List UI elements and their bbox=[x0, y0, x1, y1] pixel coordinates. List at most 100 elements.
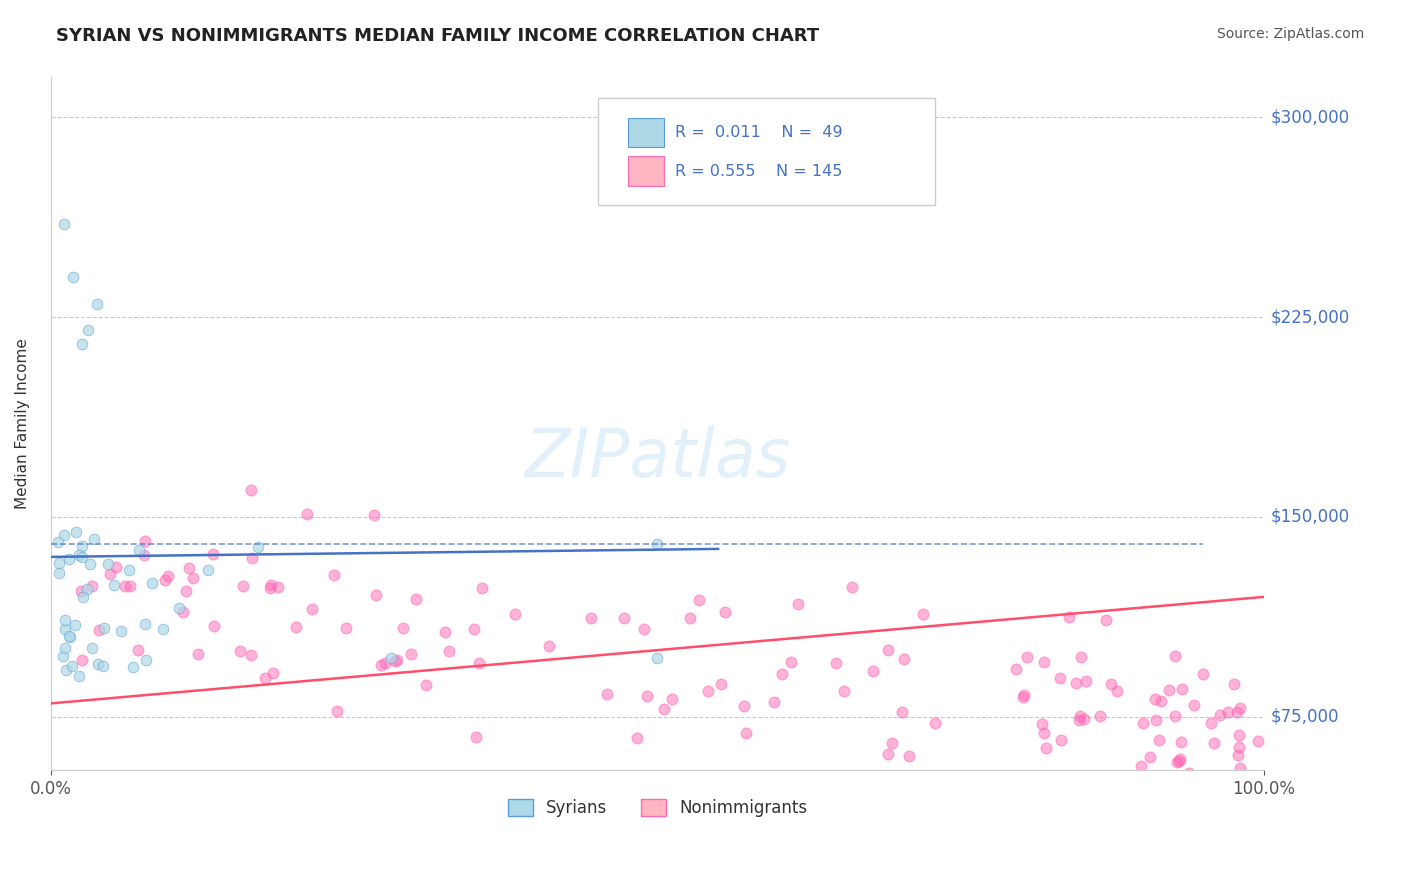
Nonimmigrants bbox=[1170, 772, 1192, 787]
Nonimmigrants bbox=[232, 579, 254, 593]
Nonimmigrants bbox=[1227, 740, 1250, 755]
Nonimmigrants bbox=[1057, 610, 1080, 624]
Nonimmigrants bbox=[392, 621, 415, 635]
Nonimmigrants bbox=[70, 653, 93, 667]
Syrians bbox=[52, 527, 75, 541]
Syrians bbox=[87, 657, 110, 671]
Nonimmigrants bbox=[1017, 649, 1039, 664]
Nonimmigrants bbox=[626, 731, 648, 745]
Nonimmigrants bbox=[824, 656, 846, 670]
Nonimmigrants bbox=[1105, 684, 1128, 698]
Nonimmigrants bbox=[326, 704, 349, 718]
Nonimmigrants bbox=[950, 769, 973, 783]
Nonimmigrants bbox=[696, 684, 718, 698]
Syrians bbox=[59, 630, 82, 644]
Nonimmigrants bbox=[1223, 676, 1246, 690]
Syrians bbox=[48, 556, 70, 570]
Nonimmigrants bbox=[87, 624, 110, 638]
Syrians bbox=[55, 663, 77, 677]
Nonimmigrants bbox=[254, 671, 277, 685]
Nonimmigrants bbox=[1099, 676, 1122, 690]
Syrians bbox=[82, 641, 104, 656]
Nonimmigrants bbox=[1178, 766, 1201, 780]
Nonimmigrants bbox=[1143, 691, 1166, 706]
Nonimmigrants bbox=[1170, 735, 1192, 749]
Nonimmigrants bbox=[202, 548, 225, 562]
Nonimmigrants bbox=[1074, 673, 1097, 688]
Text: ZIPatlas: ZIPatlas bbox=[524, 425, 790, 491]
Nonimmigrants bbox=[1012, 688, 1035, 702]
Syrians bbox=[48, 566, 70, 581]
Nonimmigrants bbox=[172, 605, 194, 619]
Nonimmigrants bbox=[652, 701, 675, 715]
Syrians bbox=[647, 651, 669, 665]
Nonimmigrants bbox=[876, 747, 898, 762]
Nonimmigrants bbox=[1090, 709, 1112, 723]
Syrians bbox=[72, 591, 94, 605]
Nonimmigrants bbox=[157, 569, 180, 583]
Syrians bbox=[103, 578, 125, 592]
Syrians bbox=[53, 613, 76, 627]
Syrians bbox=[53, 622, 76, 636]
Nonimmigrants bbox=[714, 605, 737, 619]
Nonimmigrants bbox=[240, 551, 263, 566]
Syrians bbox=[86, 297, 108, 311]
Nonimmigrants bbox=[613, 611, 636, 625]
Nonimmigrants bbox=[1139, 750, 1161, 764]
Nonimmigrants bbox=[780, 655, 803, 669]
Syrians bbox=[135, 653, 157, 667]
Syrians bbox=[65, 617, 87, 632]
Nonimmigrants bbox=[661, 692, 683, 706]
Nonimmigrants bbox=[733, 699, 755, 714]
Nonimmigrants bbox=[1035, 740, 1057, 755]
Nonimmigrants bbox=[239, 648, 262, 662]
Syrians bbox=[380, 651, 402, 665]
Nonimmigrants bbox=[98, 567, 121, 582]
Syrians bbox=[79, 557, 101, 571]
Nonimmigrants bbox=[104, 560, 127, 574]
Nonimmigrants bbox=[710, 677, 733, 691]
Nonimmigrants bbox=[415, 678, 437, 692]
Nonimmigrants bbox=[832, 684, 855, 698]
Nonimmigrants bbox=[1229, 701, 1251, 715]
Nonimmigrants bbox=[1033, 655, 1056, 669]
Nonimmigrants bbox=[787, 597, 810, 611]
Nonimmigrants bbox=[1204, 736, 1226, 750]
Nonimmigrants bbox=[202, 619, 225, 633]
Nonimmigrants bbox=[384, 654, 406, 668]
Syrians bbox=[134, 617, 156, 632]
Nonimmigrants bbox=[1144, 713, 1167, 727]
Nonimmigrants bbox=[181, 570, 204, 584]
Text: R = 0.555    N = 145: R = 0.555 N = 145 bbox=[675, 164, 842, 178]
Nonimmigrants bbox=[127, 643, 149, 657]
Nonimmigrants bbox=[636, 690, 658, 704]
Nonimmigrants bbox=[679, 611, 702, 625]
Nonimmigrants bbox=[770, 666, 793, 681]
Nonimmigrants bbox=[259, 581, 281, 595]
Nonimmigrants bbox=[1150, 694, 1173, 708]
Nonimmigrants bbox=[187, 647, 209, 661]
Nonimmigrants bbox=[370, 658, 392, 673]
Nonimmigrants bbox=[893, 652, 915, 666]
Syrians bbox=[67, 669, 90, 683]
Syrians bbox=[152, 622, 174, 636]
Nonimmigrants bbox=[1163, 709, 1185, 723]
Nonimmigrants bbox=[877, 642, 900, 657]
Nonimmigrants bbox=[728, 822, 751, 837]
Nonimmigrants bbox=[1166, 755, 1188, 769]
Syrians bbox=[121, 660, 143, 674]
Nonimmigrants bbox=[1227, 728, 1250, 742]
Nonimmigrants bbox=[1095, 613, 1118, 627]
Nonimmigrants bbox=[1226, 705, 1249, 719]
Nonimmigrants bbox=[1216, 706, 1239, 720]
Syrians bbox=[110, 624, 132, 639]
Syrians bbox=[72, 336, 94, 351]
Nonimmigrants bbox=[363, 508, 385, 523]
Nonimmigrants bbox=[118, 579, 141, 593]
Syrians bbox=[93, 621, 115, 635]
Nonimmigrants bbox=[260, 578, 283, 592]
Nonimmigrants bbox=[262, 665, 284, 680]
Syrians bbox=[118, 563, 141, 577]
Syrians bbox=[70, 550, 93, 565]
Syrians bbox=[77, 324, 100, 338]
